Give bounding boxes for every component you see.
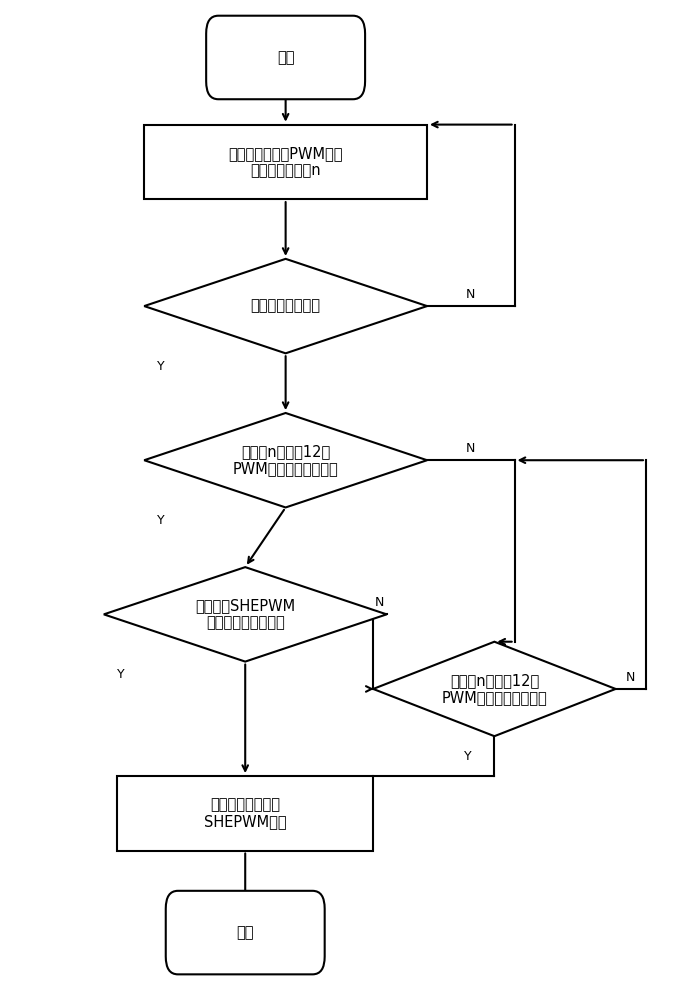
Text: Y: Y	[464, 750, 471, 763]
Text: 切换前n个周期12路
PWM信号是否保持不变: 切换前n个周期12路 PWM信号是否保持不变	[233, 444, 339, 476]
Text: 计算最小脉宽与PWM周期
时间的比例关系n: 计算最小脉宽与PWM周期 时间的比例关系n	[228, 146, 343, 178]
Bar	[144, 125, 427, 199]
Text: 完成不同载波比的
SHEPWM切换: 完成不同载波比的 SHEPWM切换	[204, 797, 287, 829]
Text: 切换前后SHEPWM
输出的电平是否相同: 切换前后SHEPWM 输出的电平是否相同	[195, 598, 295, 631]
Text: 切换后n个周期12路
PWM信号是否保持不变: 切换后n个周期12路 PWM信号是否保持不变	[441, 673, 547, 705]
FancyBboxPatch shape	[166, 891, 325, 974]
Bar	[117, 776, 373, 851]
Text: Y: Y	[158, 514, 165, 527]
FancyBboxPatch shape	[206, 16, 365, 99]
Text: N: N	[466, 288, 475, 301]
Text: N: N	[466, 442, 475, 455]
Polygon shape	[144, 413, 427, 507]
Text: 开始: 开始	[277, 50, 295, 65]
Polygon shape	[104, 567, 386, 662]
Text: 是否满足切换原则: 是否满足切换原则	[251, 299, 320, 314]
Text: N: N	[626, 671, 636, 684]
Polygon shape	[144, 259, 427, 353]
Polygon shape	[373, 642, 616, 736]
Text: N: N	[375, 596, 384, 609]
Text: Y: Y	[117, 668, 124, 681]
Text: Y: Y	[158, 360, 165, 373]
Text: 结束: 结束	[236, 925, 254, 940]
